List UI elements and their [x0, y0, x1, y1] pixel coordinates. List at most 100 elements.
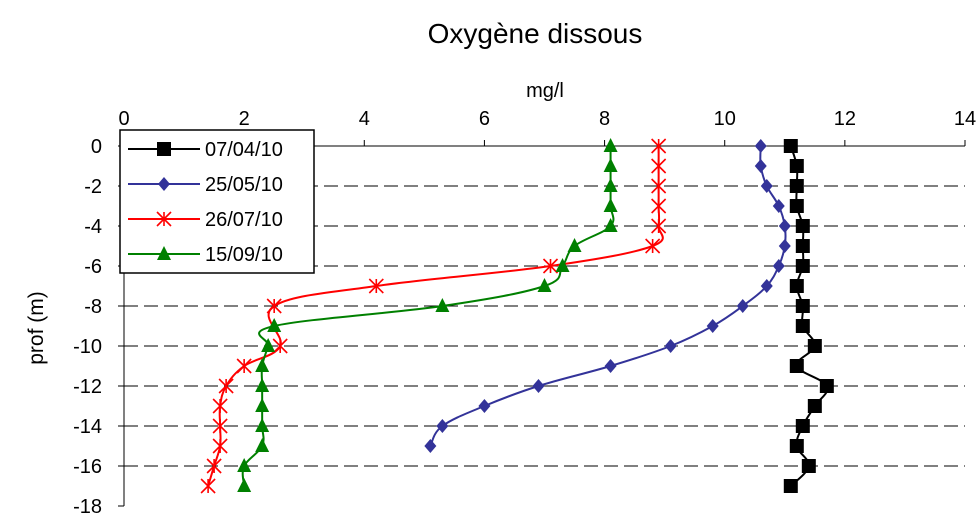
data-point: [795, 299, 810, 313]
legend: 07/04/10 25/05/10 26/07/10 15/09/10: [119, 129, 315, 274]
legend-label: 26/07/10: [205, 209, 283, 231]
legend-label: 07/04/10: [205, 139, 283, 161]
data-point: [478, 399, 491, 413]
data-point: [236, 358, 252, 374]
data-point: [801, 459, 816, 473]
data-point: [706, 319, 719, 333]
data-point: [651, 178, 667, 194]
data-point: [789, 159, 804, 173]
data-point: [255, 358, 270, 372]
x-tick-label: 6: [479, 108, 490, 130]
legend-entry: 26/07/10: [128, 209, 283, 231]
data-point: [603, 178, 618, 192]
data-point: [255, 438, 270, 452]
series-07/04/10: [783, 139, 834, 493]
data-point: [795, 419, 810, 433]
y-tick-label: -8: [84, 296, 102, 318]
data-point: [772, 199, 785, 213]
y-tick-label: -16: [73, 456, 102, 478]
data-point: [158, 177, 170, 191]
data-point: [218, 378, 234, 394]
series-line: [429, 145, 787, 447]
data-point: [736, 299, 749, 313]
y-tick-label: -2: [84, 176, 102, 198]
data-point: [206, 458, 222, 474]
x-tick-label: 0: [118, 108, 129, 130]
data-point: [212, 398, 228, 414]
data-series: [200, 138, 834, 494]
x-tick-label: 14: [954, 108, 976, 130]
data-point: [807, 339, 822, 353]
data-point: [651, 198, 667, 214]
data-point: [795, 259, 810, 273]
data-point: [778, 239, 791, 253]
legend-box: [119, 129, 315, 274]
y-tick-label: -14: [73, 416, 102, 438]
data-point: [567, 238, 582, 252]
data-point: [267, 318, 282, 332]
data-point: [789, 359, 804, 373]
data-point: [603, 138, 618, 152]
data-point: [537, 278, 552, 292]
y-tick-label: -10: [73, 336, 102, 358]
data-point: [542, 258, 559, 274]
data-point: [651, 218, 667, 234]
x-tick-label: 2: [239, 108, 250, 130]
data-point: [795, 219, 810, 233]
data-point: [255, 418, 270, 432]
x-tick-label: 8: [599, 108, 610, 130]
data-point: [436, 419, 449, 433]
data-point: [783, 479, 798, 493]
data-point: [200, 478, 216, 494]
data-point: [157, 246, 171, 260]
series-26/07/10: [200, 138, 667, 494]
data-point: [819, 379, 834, 393]
data-point: [555, 258, 570, 272]
y-tick-label: -4: [84, 216, 102, 238]
data-point: [760, 279, 773, 293]
data-point: [772, 259, 785, 273]
data-point: [603, 198, 618, 212]
x-axis-label: mg/l: [526, 80, 564, 102]
data-point: [789, 199, 804, 213]
series-25/05/10: [424, 139, 791, 453]
y-tick-label: -12: [73, 376, 102, 398]
y-axis-label: prof (m): [25, 291, 48, 365]
data-point: [255, 378, 270, 392]
data-point: [261, 338, 276, 352]
data-point: [237, 478, 252, 492]
legend-label: 15/09/10: [205, 244, 283, 266]
y-tick-label: -18: [73, 496, 102, 515]
data-point: [645, 238, 661, 254]
data-point: [807, 399, 822, 413]
data-point: [532, 379, 545, 393]
data-point: [789, 179, 804, 193]
data-point: [651, 158, 667, 174]
data-point: [255, 398, 270, 412]
data-point: [651, 138, 667, 154]
y-tick-labels: 0 -2 -4 -6 -8 -10 -12 -14 -16 -18: [73, 136, 102, 515]
data-point: [789, 439, 804, 453]
data-point: [435, 298, 450, 312]
data-point: [604, 359, 617, 373]
x-tick-label: 12: [834, 108, 856, 130]
x-tick-label: 4: [359, 108, 370, 130]
data-point: [603, 218, 618, 232]
data-point: [368, 278, 384, 294]
data-point: [778, 219, 791, 233]
data-point: [754, 139, 767, 153]
data-point: [603, 158, 618, 172]
chart-title: Oxygène dissous: [428, 18, 643, 49]
series-15/09/10: [237, 138, 618, 492]
data-point: [664, 339, 677, 353]
data-point: [212, 418, 228, 434]
data-point: [789, 279, 804, 293]
data-point: [266, 298, 282, 314]
x-tick-label: 10: [714, 108, 736, 130]
y-tick-label: 0: [91, 136, 102, 158]
data-point: [424, 439, 437, 453]
data-point: [272, 338, 288, 354]
data-point: [795, 239, 810, 253]
data-point: [237, 458, 252, 472]
